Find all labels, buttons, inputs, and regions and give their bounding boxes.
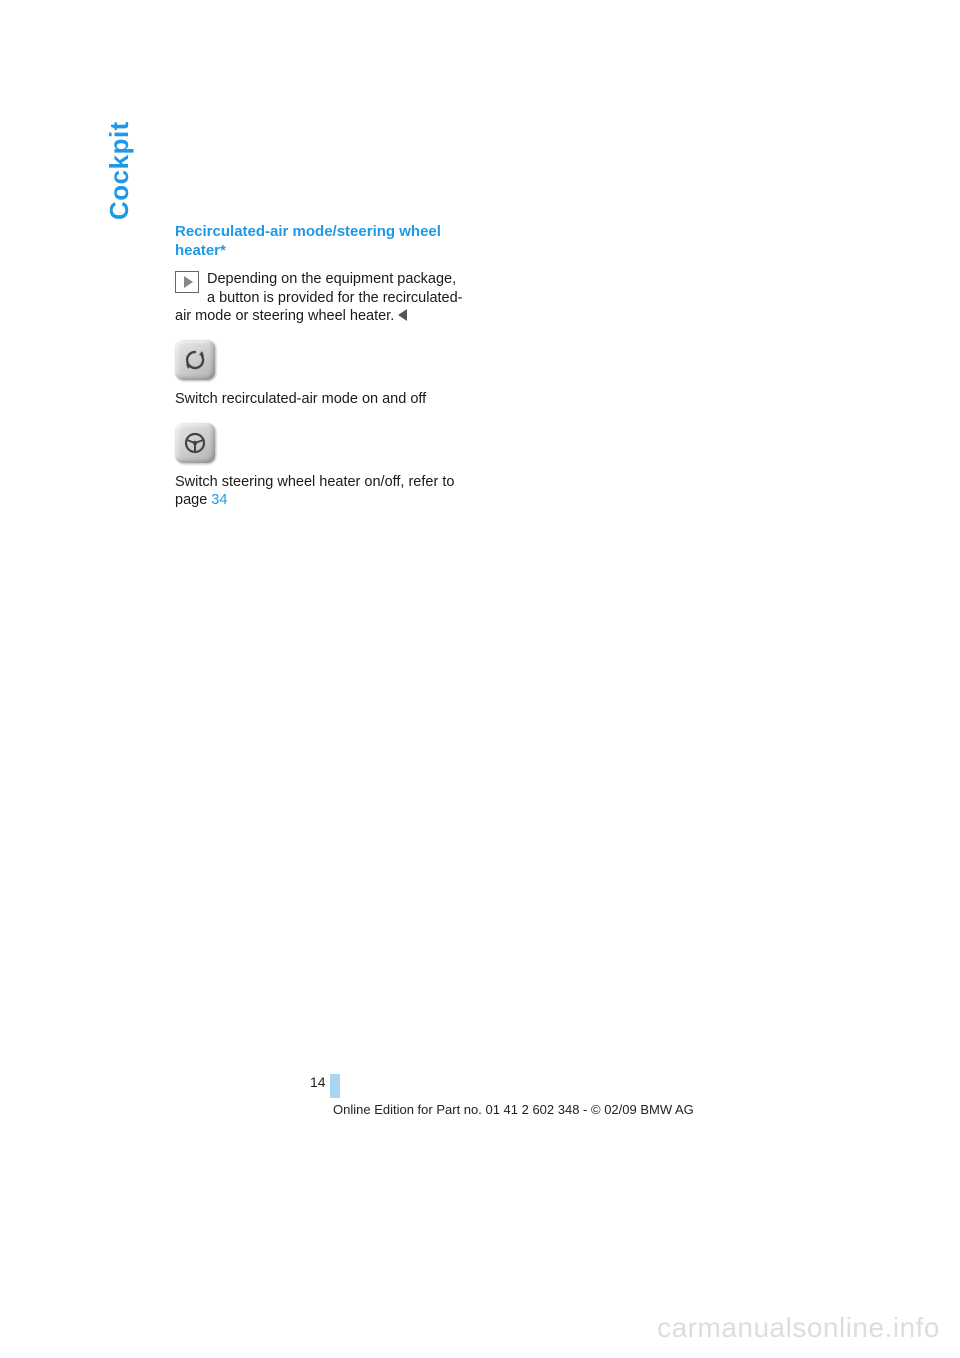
page-number-bar (330, 1074, 340, 1098)
item-2: Switch steering wheel heater on/off, ref… (175, 423, 465, 510)
steering-heater-button-image (175, 423, 215, 463)
section-tab: Cockpit (104, 121, 135, 220)
item-1-caption: Switch recirculated-air mode on and off (175, 390, 465, 409)
item-2-caption: Switch steering wheel heater on/off, ref… (175, 473, 465, 510)
page-number: 14 (310, 1074, 330, 1090)
steering-wheel-heater-icon (183, 431, 207, 455)
triangle-left-icon (398, 309, 407, 321)
recirculate-button-image (175, 340, 215, 380)
page-number-block: 14 (310, 1074, 340, 1098)
note-icon (175, 271, 199, 293)
note-text: Depending on the equipment package, a bu… (175, 271, 463, 324)
footer-text: Online Edition for Part no. 01 41 2 602 … (333, 1102, 694, 1117)
section-heading: Recirculated-air mode/steering wheel hea… (175, 222, 465, 260)
watermark: carmanualsonline.info (657, 1312, 940, 1344)
triangle-right-icon (184, 276, 193, 288)
manual-page: Cockpit Recirculated-air mode/steering w… (0, 0, 960, 1358)
item-1: Switch recirculated-air mode on and off (175, 340, 465, 409)
note-paragraph: Depending on the equipment package, a bu… (175, 270, 465, 326)
main-content: Recirculated-air mode/steering wheel hea… (175, 222, 465, 510)
page-ref-link[interactable]: 34 (211, 492, 227, 508)
recirculate-icon (183, 348, 207, 372)
